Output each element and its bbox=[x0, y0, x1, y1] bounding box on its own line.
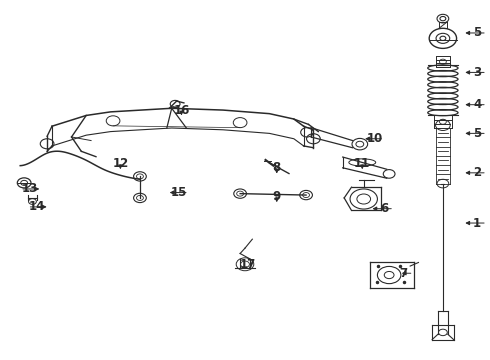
Text: 5: 5 bbox=[473, 27, 481, 40]
Text: 8: 8 bbox=[272, 161, 281, 174]
Text: 3: 3 bbox=[473, 66, 481, 79]
Text: 17: 17 bbox=[239, 258, 256, 271]
Text: 2: 2 bbox=[473, 166, 481, 179]
Text: 14: 14 bbox=[29, 201, 46, 213]
Text: 4: 4 bbox=[473, 98, 481, 111]
Text: 16: 16 bbox=[173, 104, 190, 117]
Text: 10: 10 bbox=[367, 132, 383, 145]
Text: 5: 5 bbox=[473, 127, 481, 140]
Text: 13: 13 bbox=[22, 183, 38, 195]
Text: 7: 7 bbox=[400, 267, 408, 280]
Text: 9: 9 bbox=[272, 190, 281, 203]
Text: 15: 15 bbox=[171, 186, 187, 199]
Text: 1: 1 bbox=[473, 216, 481, 230]
Text: 6: 6 bbox=[380, 202, 389, 215]
Text: 12: 12 bbox=[112, 157, 128, 170]
Text: 11: 11 bbox=[354, 157, 370, 170]
